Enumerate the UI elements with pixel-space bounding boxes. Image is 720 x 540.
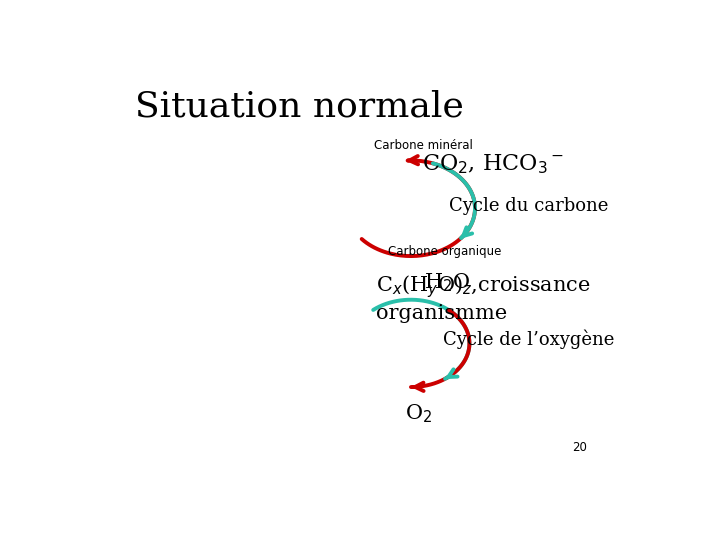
Text: CO$_2$, HCO$_3$$^-$: CO$_2$, HCO$_3$$^-$ — [423, 152, 564, 176]
Text: O$_2$: O$_2$ — [405, 402, 432, 425]
Text: Cycle de l’oxygène: Cycle de l’oxygène — [443, 329, 614, 349]
Text: C$_x$(H$_y$O)$_z$,croissance
organismme: C$_x$(H$_y$O)$_z$,croissance organismme — [376, 273, 590, 323]
Text: H$_2$O: H$_2$O — [424, 272, 470, 294]
Text: Carbone minéral: Carbone minéral — [374, 139, 473, 152]
Text: Carbone organique: Carbone organique — [388, 246, 502, 259]
Text: Cycle du carbone: Cycle du carbone — [449, 197, 608, 215]
Text: 20: 20 — [572, 441, 587, 454]
Text: Situation normale: Situation normale — [135, 90, 464, 124]
